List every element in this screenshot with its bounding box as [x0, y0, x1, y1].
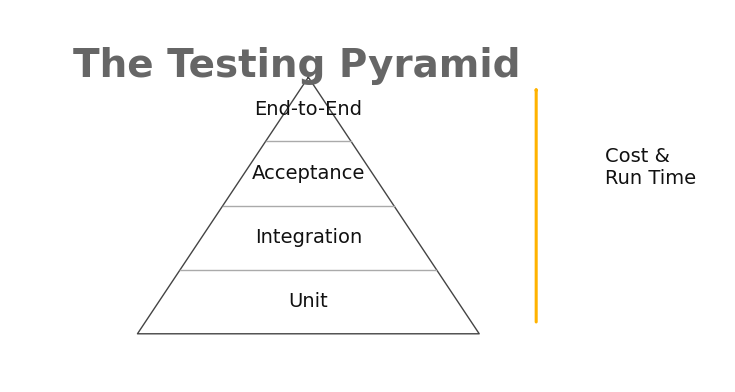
Text: The Testing Pyramid: The Testing Pyramid: [74, 47, 520, 85]
Text: Integration: Integration: [255, 228, 362, 247]
Text: Cost &
Run Time: Cost & Run Time: [604, 147, 695, 188]
Text: Unit: Unit: [288, 292, 329, 311]
Text: Acceptance: Acceptance: [251, 164, 365, 183]
Text: End-to-End: End-to-End: [254, 100, 362, 119]
